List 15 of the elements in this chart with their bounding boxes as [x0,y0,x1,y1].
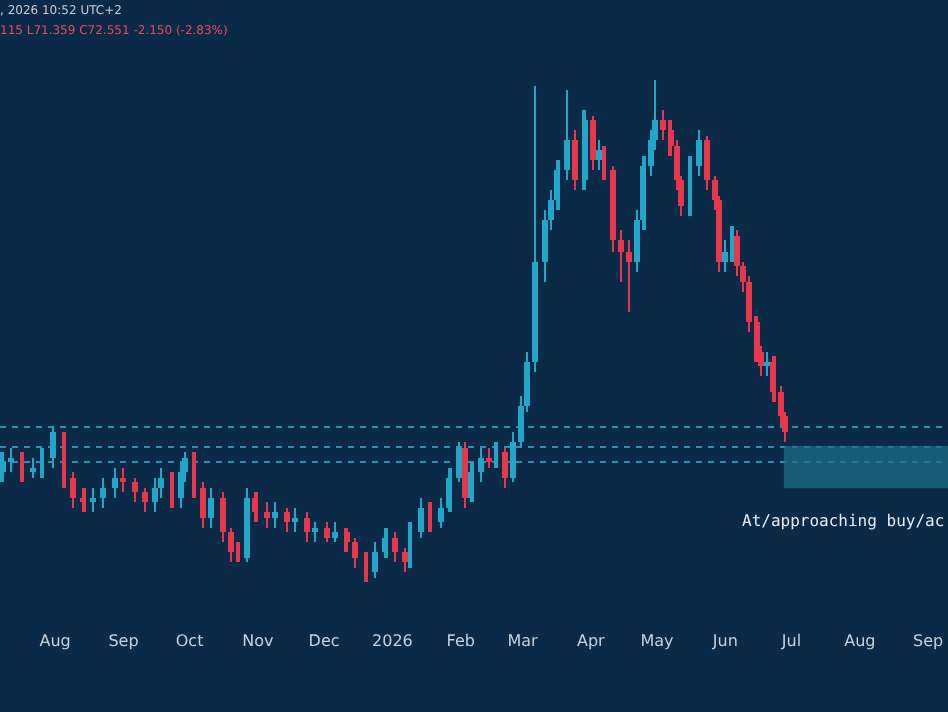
x-tick-label: Apr [577,632,607,650]
x-tick-label: Jul [779,632,802,650]
x-tick-label: Jun [710,632,738,650]
x-tick-label: Sep [913,632,944,650]
x-tick-label: Oct [175,632,204,650]
x-tick-label: Sep [108,632,139,650]
x-tick-label: May [640,632,675,650]
x-tick-label: Feb [446,632,475,650]
band-label: At/approaching buy/ac [742,512,945,530]
x-tick-label: 2026 [372,632,413,650]
x-tick-label: Aug [844,632,876,650]
x-tick-label: Aug [39,632,71,650]
x-tick-label: Mar [507,632,540,650]
x-tick-label: Nov [242,632,275,650]
x-tick-label: Dec [308,632,340,650]
